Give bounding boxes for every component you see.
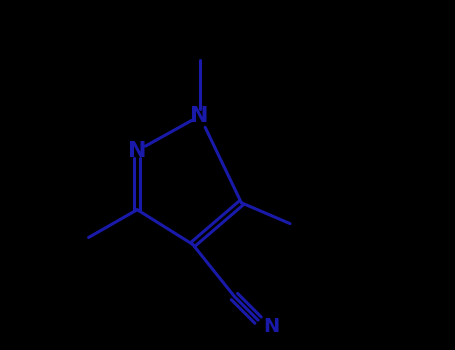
Text: N: N bbox=[128, 141, 147, 161]
Text: N: N bbox=[191, 106, 209, 126]
Text: N: N bbox=[263, 316, 279, 336]
